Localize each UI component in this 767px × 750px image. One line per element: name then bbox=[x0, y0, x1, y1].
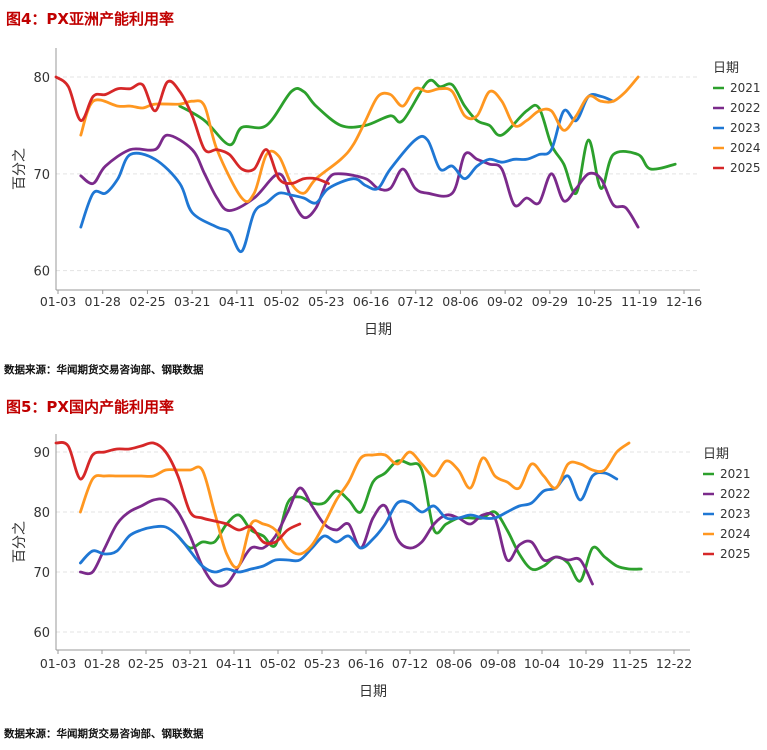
series-line-2024 bbox=[79, 441, 631, 569]
plot-area: 60 70 80 01-03 01-28 02-25 03-21 04-11 05-02 05-2… bbox=[12, 48, 702, 338]
x-axis-title: 日期 bbox=[364, 322, 392, 338]
x-tick-label: 09-08 bbox=[480, 656, 516, 671]
y-tick-label: 90 bbox=[33, 446, 50, 461]
legend-label-2022: 2022 bbox=[730, 101, 761, 115]
x-tick-label: 08-06 bbox=[442, 294, 478, 309]
x-tick-label: 01-28 bbox=[84, 656, 120, 671]
series-line-2022 bbox=[79, 486, 594, 588]
y-tick-label: 60 bbox=[33, 626, 50, 641]
x-tick-label: 09-29 bbox=[532, 294, 568, 309]
y-axis-title: 百分之 bbox=[12, 521, 28, 563]
y-tick-label: 70 bbox=[33, 566, 50, 581]
x-axis-title: 日期 bbox=[359, 684, 387, 700]
x-tick-label: 01-03 bbox=[40, 656, 76, 671]
x-tick-label: 01-28 bbox=[85, 294, 121, 309]
x-tick-label: 05-02 bbox=[263, 294, 299, 309]
series-line-2025 bbox=[54, 75, 330, 185]
legend: 日期 2021 2022 2023 2024 2025 bbox=[703, 447, 751, 561]
legend-label-2023: 2023 bbox=[730, 121, 761, 135]
legend-label-2023: 2023 bbox=[720, 507, 751, 521]
x-tick-label: 11-19 bbox=[621, 294, 657, 309]
series-line-2025 bbox=[54, 441, 302, 546]
x-tick-label: 12-16 bbox=[666, 294, 702, 309]
chart-1-title: 图4：PX亚洲产能利用率 bbox=[6, 10, 174, 28]
x-tick-label: 11-25 bbox=[612, 656, 648, 671]
y-tick-label: 80 bbox=[33, 71, 50, 86]
x-tick-label: 01-03 bbox=[40, 294, 76, 309]
chart-2-figure: 60 70 80 90 01-03 01-28 02-25 03-21 04-11 05-02 05… bbox=[12, 434, 751, 700]
legend-label-2021: 2021 bbox=[730, 81, 761, 95]
chart-2-source: 数据来源：华闻期货交易咨询部、钢联数据 bbox=[4, 728, 204, 740]
series-line-2021 bbox=[176, 459, 643, 583]
legend-label-2022: 2022 bbox=[720, 487, 751, 501]
x-tick-label: 04-11 bbox=[219, 294, 255, 309]
x-tick-label: 05-02 bbox=[260, 656, 296, 671]
y-axis-title: 百分之 bbox=[12, 148, 28, 190]
x-tick-label: 08-06 bbox=[436, 656, 472, 671]
chart-1-source: 数据来源：华闻期货交易咨询部、钢联数据 bbox=[4, 364, 204, 376]
x-tick-label: 10-25 bbox=[576, 294, 612, 309]
legend-label-2024: 2024 bbox=[730, 141, 761, 155]
x-tick-label: 10-04 bbox=[524, 656, 560, 671]
y-tick-label: 60 bbox=[33, 265, 50, 280]
series-line-2021 bbox=[178, 78, 677, 195]
x-tick-label: 09-02 bbox=[487, 294, 523, 309]
x-tick-label: 12-22 bbox=[656, 656, 692, 671]
series-line-2022 bbox=[79, 133, 640, 229]
x-tick-label: 03-21 bbox=[172, 656, 208, 671]
x-tick-label: 04-11 bbox=[216, 656, 252, 671]
series-line-2023 bbox=[79, 471, 619, 574]
x-tick-label: 07-12 bbox=[392, 656, 428, 671]
x-tick-label: 10-29 bbox=[568, 656, 604, 671]
x-tick-label: 03-21 bbox=[174, 294, 210, 309]
legend-label-2021: 2021 bbox=[720, 467, 751, 481]
y-tick-label: 80 bbox=[33, 506, 50, 521]
x-tick-label: 02-25 bbox=[129, 294, 165, 309]
x-tick-label: 02-25 bbox=[128, 656, 164, 671]
x-tick-label: 05-23 bbox=[308, 294, 344, 309]
legend: 日期 2021 2022 2023 2024 2025 bbox=[713, 61, 761, 175]
legend-title: 日期 bbox=[703, 447, 729, 462]
legend-label-2024: 2024 bbox=[720, 527, 751, 541]
legend-label-2025: 2025 bbox=[720, 547, 751, 561]
legend-title: 日期 bbox=[713, 61, 739, 76]
series-line-2024 bbox=[79, 75, 640, 203]
plot-area: 60 70 80 90 01-03 01-28 02-25 03-21 04-11 05-02 05… bbox=[12, 434, 692, 700]
legend-label-2025: 2025 bbox=[730, 161, 761, 175]
series-line-2023 bbox=[79, 93, 615, 253]
x-tick-label: 05-23 bbox=[304, 656, 340, 671]
chart-1-figure: 60 70 80 01-03 01-28 02-25 03-21 04-11 05-02 05-2… bbox=[12, 48, 761, 338]
x-tick-label: 07-12 bbox=[398, 294, 434, 309]
x-tick-label: 06-16 bbox=[353, 294, 389, 309]
chart-2-title: 图5：PX国内产能利用率 bbox=[6, 398, 174, 416]
x-tick-label: 06-16 bbox=[348, 656, 384, 671]
y-tick-label: 70 bbox=[33, 168, 50, 183]
